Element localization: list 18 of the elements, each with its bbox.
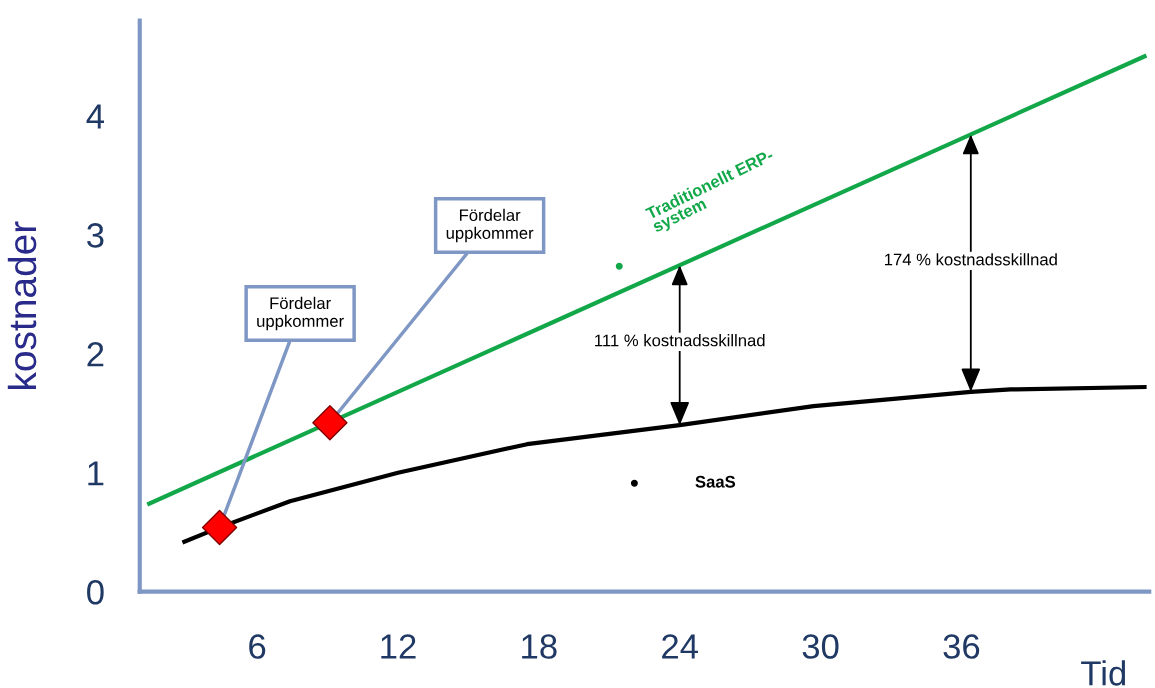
text: SaaS (695, 475, 736, 488)
y-tick-label: 0 (87, 580, 104, 605)
x-axis-title: Tid (1081, 660, 1126, 686)
y-tick-label: 1 (88, 461, 104, 486)
x-tick-label: 24 (662, 634, 698, 659)
annotation: 111 % kostnadsskillnad (595, 334, 765, 347)
y-tick-label: 3 (87, 223, 104, 248)
x-tick-label: 36 (943, 634, 980, 659)
x-tick-label: 12 (381, 634, 416, 659)
x-tick-label: 18 (522, 634, 557, 659)
y-tick-label: 2 (87, 342, 104, 367)
annotation: Fördelar uppkommer (257, 296, 344, 331)
y-tick-label: 4 (86, 104, 105, 129)
x-tick-label: 6 (249, 634, 266, 659)
y-axis-title: kostnader (7, 221, 37, 389)
annotation: 174 % kostnadsskillnad (884, 253, 1057, 266)
x-tick-label: 30 (802, 634, 839, 659)
annotation: Fördelar uppkommer (446, 208, 534, 243)
